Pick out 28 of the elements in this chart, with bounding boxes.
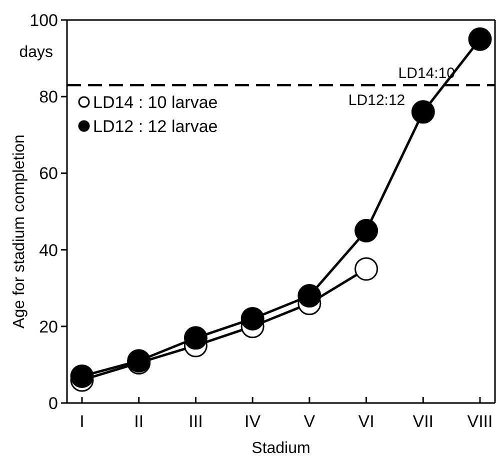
x-tick-label: V [304, 412, 316, 431]
point [240, 306, 264, 330]
x-tick-label: IV [244, 412, 262, 431]
x-tick-label: III [188, 412, 203, 431]
y-tick-label: 80 [39, 88, 58, 107]
point [298, 284, 322, 308]
point [184, 326, 208, 350]
point [411, 100, 435, 124]
point [70, 364, 94, 388]
legend-label: LD12 : 12 larvae [93, 116, 218, 136]
legend-label: LD14 : 10 larvae [93, 92, 218, 112]
y-tick-label: 100 [30, 10, 58, 30]
y-tick-label: 40 [39, 240, 58, 260]
point [468, 27, 492, 51]
point [354, 257, 378, 281]
y-tick-label: 60 [39, 164, 58, 184]
y-axis-title: Age for stadium completion [11, 134, 28, 328]
x-tick-label: VII [412, 412, 434, 431]
annotation: LD12:12 [348, 92, 406, 110]
y-tick-label: 0 [48, 394, 58, 413]
y-tick-label: 20 [39, 317, 58, 336]
point [354, 218, 378, 242]
x-tick-label: VIII [467, 412, 493, 431]
x-tick-label: VI [358, 412, 374, 431]
x-tick-label: II [134, 412, 144, 431]
text: days [19, 44, 53, 61]
x-axis-title: Stadium [252, 440, 310, 456]
x-tick-label: I [80, 412, 84, 431]
